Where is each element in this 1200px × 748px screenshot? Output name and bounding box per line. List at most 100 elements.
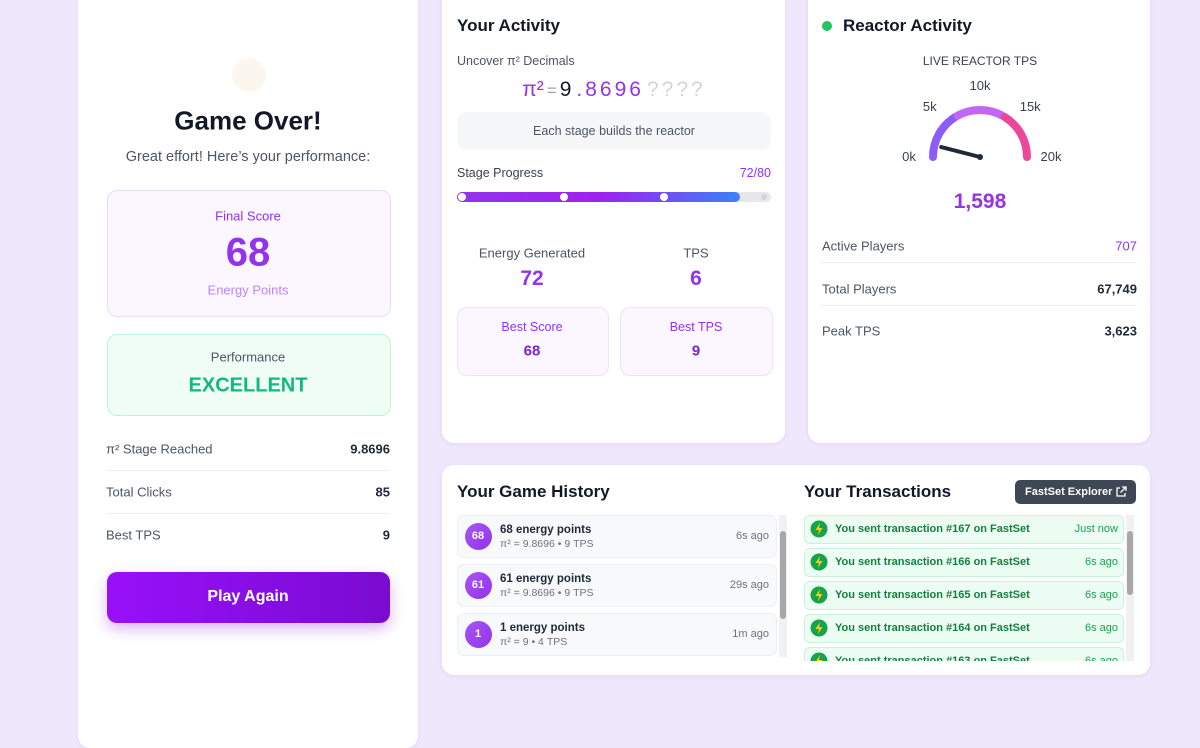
stat-label: Total Clicks: [106, 484, 172, 500]
history-item: 61 61 energy points π² = 9.8696 • 9 TPS 29s…: [457, 564, 777, 607]
tx-text: You sent transaction #167 on FastSet: [835, 523, 1030, 535]
scrollbar: [1126, 515, 1134, 661]
play-again-label: Play Again: [207, 588, 289, 605]
tx-time: 6s ago: [1084, 622, 1118, 634]
history-list: 68 68 energy points π² = 9.8696 • 9 TPS 6s …: [457, 515, 777, 657]
gauge-tick-label: 10k: [970, 78, 991, 93]
history-badge: [465, 621, 492, 648]
tx-icon-bolt: [815, 556, 823, 568]
history-title: 68 energy points: [500, 524, 592, 536]
energy-value: 72: [520, 267, 544, 290]
gauge-tick-label: 5k: [923, 99, 937, 114]
final-score-label: Final Score: [215, 208, 281, 224]
gauge-arc: [953, 106, 1007, 120]
stat-label: π² Stage Reached: [106, 441, 213, 457]
stat-label: Active Players: [822, 238, 905, 254]
history-title: 61 energy points: [500, 573, 592, 585]
tx-icon: [810, 586, 828, 604]
gauge-tick-label: 0k: [902, 149, 916, 164]
history-title: Your Game History: [457, 482, 610, 501]
pi-digits: 8696: [585, 78, 644, 101]
transaction-item: You sent transaction #163 on FastSet 6s a…: [804, 647, 1124, 661]
separator: [106, 470, 390, 471]
best-tps-value: 9: [691, 342, 701, 360]
game-over-subtitle: Great effort! Here’s your performance:: [125, 149, 371, 165]
tx-text: You sent transaction #163 on FastSet: [835, 655, 1030, 661]
decimals-label: Uncover π² Decimals: [457, 54, 575, 68]
transaction-item: You sent transaction #165 on FastSet 6s a…: [804, 581, 1124, 610]
best-tps-box: [620, 307, 773, 376]
tx-icon-bolt: [816, 655, 823, 661]
gauge-arc: [929, 113, 960, 161]
tx-time: 6s ago: [1084, 589, 1118, 601]
history-detail: π² = 9 • 4 TPS: [500, 636, 568, 648]
history-badge: [465, 572, 492, 599]
performance-label: Performance: [210, 349, 286, 365]
tx-text: You sent transaction #164 on FastSet: [835, 622, 1030, 634]
hint-box: [457, 112, 771, 150]
stage-dot: [458, 193, 466, 201]
explorer-button[interactable]: [1015, 480, 1136, 504]
stage-dot: [560, 193, 568, 201]
hint-text: Each stage builds the reactor: [533, 124, 695, 138]
stat-label: Peak TPS: [822, 323, 881, 339]
history-detail: π² = 9.8696 • 9 TPS: [500, 587, 594, 599]
scroll-thumb: [780, 531, 786, 619]
gauge-hub: [977, 154, 983, 160]
tps-label: TPS: [683, 245, 709, 261]
stage-dot: [761, 194, 767, 200]
stat-value: 67,749: [1097, 281, 1137, 297]
gauge: 0k 5k 10k 15k 20k: [902, 78, 1062, 164]
separator: [822, 305, 1137, 306]
performance-value: EXCELLENT: [188, 374, 308, 397]
progress-track: [457, 192, 771, 202]
tx-time: 6s ago: [1084, 655, 1118, 661]
separator: [822, 262, 1137, 263]
tx-text: You sent transaction #165 on FastSet: [835, 589, 1030, 601]
pi-equals: =: [546, 81, 557, 100]
reactor-title: Reactor Activity: [843, 16, 972, 35]
progress-label: Stage Progress: [457, 166, 544, 180]
stat-value: 85: [375, 484, 390, 500]
separator: [106, 513, 390, 514]
stat-label: Best TPS: [106, 527, 161, 543]
tx-icon-bolt: [815, 589, 823, 601]
stat-value: 9.8696: [350, 441, 390, 457]
history-item: 68 68 energy points π² = 9.8696 • 9 TPS 6s …: [457, 515, 777, 558]
game-over-title: Game Over!: [174, 105, 322, 136]
scroll-thumb: [1127, 531, 1133, 595]
transactions-list: You sent transaction #167 on FastSet Just…: [804, 515, 1124, 661]
transaction-item: You sent transaction #167 on FastSet Just…: [804, 515, 1124, 544]
tx-time: Just now: [1074, 523, 1118, 535]
play-again-button[interactable]: [107, 572, 390, 623]
gauge-needle: [939, 145, 982, 159]
history-time: 6s ago: [735, 530, 769, 542]
reactor-card: [808, 0, 1150, 443]
gauge-value: 1,598: [953, 190, 1007, 213]
final-score-value: 68: [225, 230, 271, 275]
explorer-label: FastSet Explorer: [1025, 486, 1113, 498]
tx-icon: [810, 652, 828, 661]
pi-display: π² = 9 . 8696 ????: [522, 78, 705, 102]
transaction-item: You sent transaction #164 on FastSet 6s a…: [804, 614, 1124, 643]
badge-text: 61: [471, 579, 485, 591]
tx-icon-bolt: [815, 622, 823, 634]
pi-dot: .: [576, 78, 583, 101]
tx-time: 6s ago: [1084, 556, 1118, 568]
stat-value: 707: [1115, 238, 1137, 254]
faint-icon: [232, 58, 266, 92]
stat-value: 3,623: [1104, 323, 1137, 339]
best-score-value: 68: [523, 342, 541, 360]
pi-symbol: π²: [522, 78, 544, 101]
badge-text: 1: [474, 628, 482, 640]
tx-text: You sent transaction #166 on FastSet: [835, 556, 1030, 568]
final-score-unit: Energy Points: [207, 282, 289, 298]
scrollbar: [779, 515, 787, 657]
transaction-item: You sent transaction #166 on FastSet 6s a…: [804, 548, 1124, 577]
best-score-label: Best Score: [501, 320, 563, 334]
transactions-title: Your Transactions: [804, 482, 952, 501]
pi-unknown: ????: [646, 78, 706, 101]
gauge-arc: [1000, 113, 1031, 161]
gauge-tick-label: 20k: [1041, 149, 1062, 164]
gauge-label: LIVE REACTOR TPS: [922, 54, 1038, 68]
